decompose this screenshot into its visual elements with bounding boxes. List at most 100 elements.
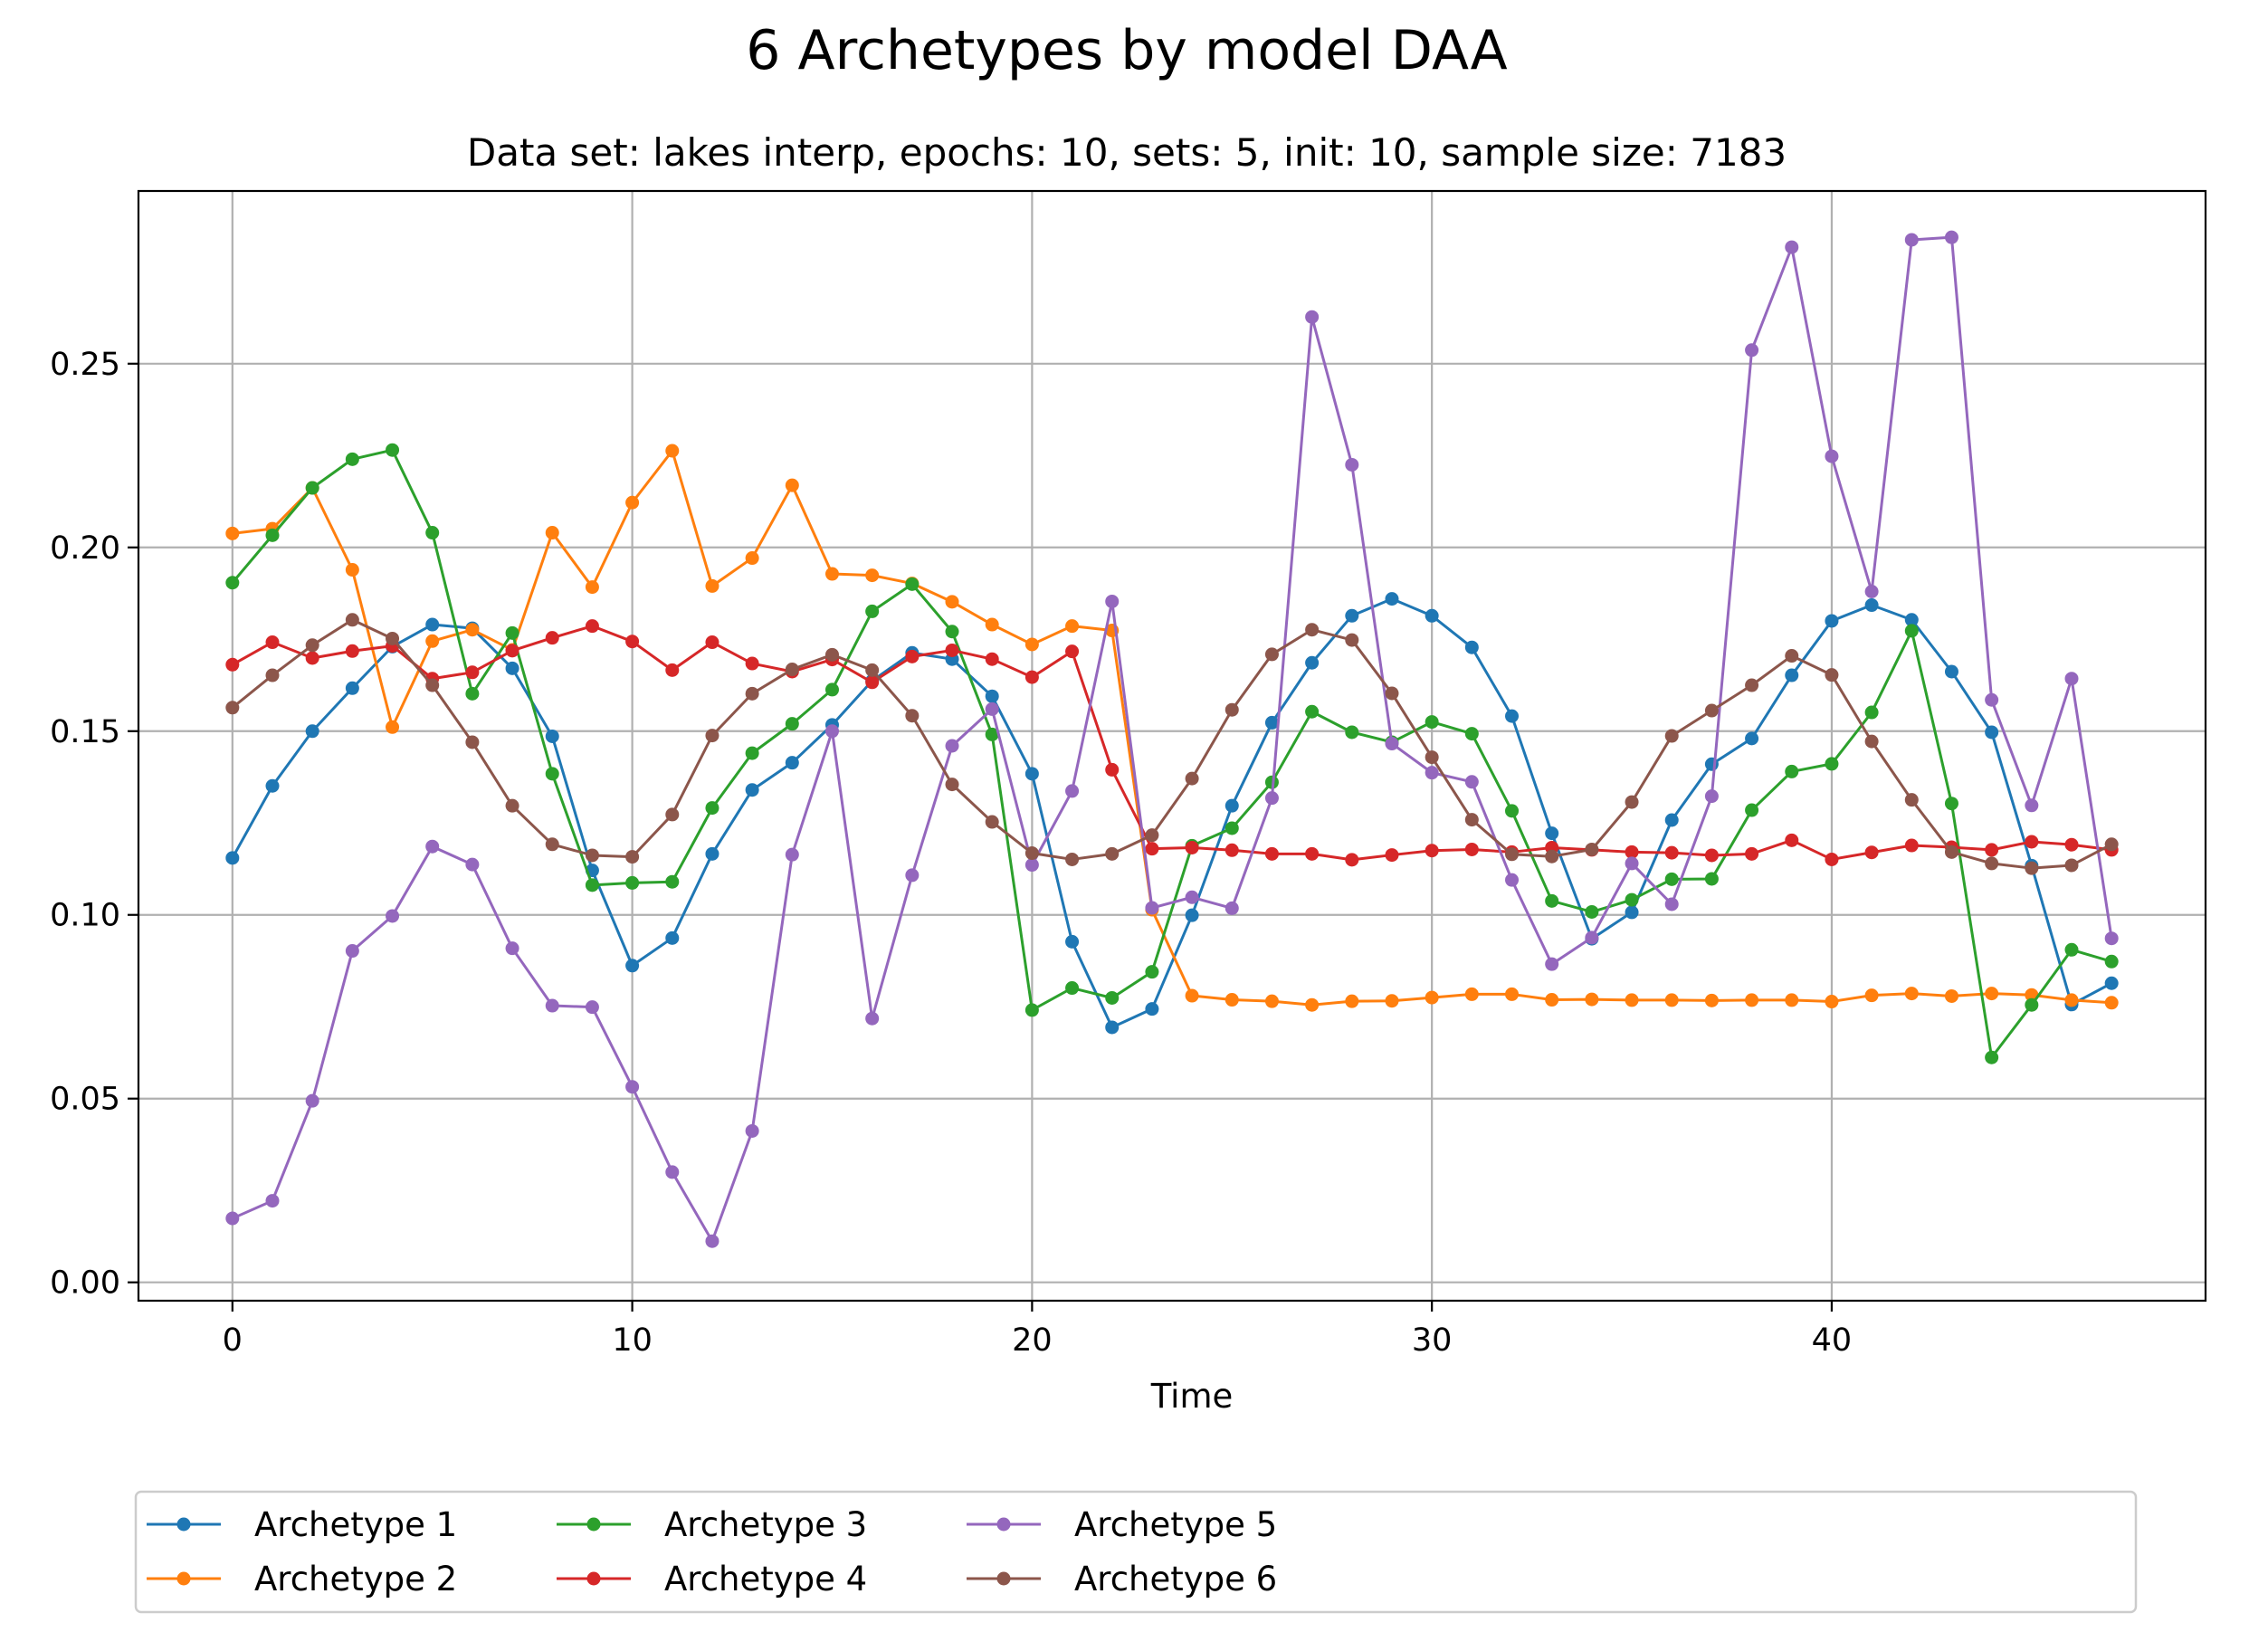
data-point — [1345, 853, 1359, 867]
data-point — [1225, 821, 1239, 835]
data-point — [2104, 931, 2119, 946]
data-point — [1585, 904, 1599, 919]
data-point — [1505, 804, 1520, 818]
data-point — [345, 452, 359, 466]
data-point — [265, 528, 280, 542]
data-point — [465, 623, 480, 637]
data-point — [1985, 987, 1999, 1001]
series-line — [231, 597, 2112, 1029]
data-point — [545, 631, 559, 645]
data-point — [1464, 727, 1479, 741]
data-point — [1825, 995, 1839, 1009]
data-point — [1985, 725, 1999, 740]
data-point — [425, 634, 440, 648]
data-point — [1944, 664, 1958, 679]
data-point — [1545, 993, 1559, 1007]
data-point — [585, 1000, 599, 1015]
data-point — [1505, 709, 1520, 723]
data-point — [1065, 619, 1080, 634]
data-point — [585, 878, 599, 892]
data-point — [1385, 686, 1399, 701]
data-point — [1625, 892, 1639, 907]
data-point — [745, 656, 759, 671]
data-point — [265, 668, 280, 682]
data-point — [1704, 993, 1719, 1007]
data-point — [1065, 981, 1080, 996]
legend-item: Archetype 6 — [967, 1560, 1277, 1599]
data-point — [1105, 990, 1120, 1005]
data-point — [1385, 994, 1399, 1008]
data-point — [1864, 988, 1879, 1003]
data-point — [1185, 908, 1199, 922]
series-2 — [225, 444, 2119, 1012]
data-point — [1545, 826, 1559, 841]
data-point — [1864, 845, 1879, 860]
data-point — [945, 625, 959, 639]
data-point — [745, 783, 759, 797]
chart-subtitle: Data set: lakes interp, epochs: 10, sets… — [467, 130, 1787, 175]
data-point — [345, 644, 359, 658]
plot-frame — [137, 189, 2207, 1303]
data-point — [945, 643, 959, 657]
data-point — [2104, 996, 2119, 1010]
data-point — [824, 724, 839, 739]
legend-label: Archetype 3 — [664, 1505, 867, 1544]
series-group — [225, 230, 2119, 1248]
data-point — [1585, 992, 1599, 1007]
data-point — [345, 563, 359, 577]
data-point — [345, 681, 359, 695]
data-point — [1625, 845, 1639, 859]
data-point — [2064, 942, 2079, 957]
data-point — [1745, 846, 1759, 861]
data-point — [1944, 230, 1958, 244]
y-tick-label: 0.00 — [50, 1265, 120, 1302]
data-point — [1545, 957, 1559, 971]
data-point — [425, 526, 440, 540]
data-point — [1704, 757, 1719, 771]
data-point — [1904, 613, 1919, 627]
data-point — [1704, 789, 1719, 804]
data-point — [665, 807, 680, 822]
data-point — [1505, 987, 1520, 1001]
data-point — [1864, 585, 1879, 598]
data-point — [865, 663, 880, 677]
data-point — [225, 851, 240, 865]
y-tick-label: 0.25 — [50, 347, 120, 383]
data-point — [1264, 791, 1279, 806]
data-point — [1825, 614, 1839, 628]
data-point — [1225, 901, 1239, 915]
data-point — [1145, 842, 1159, 856]
data-point — [665, 1165, 680, 1179]
data-point — [1225, 993, 1239, 1007]
data-point — [1745, 993, 1759, 1007]
data-point — [1664, 993, 1679, 1007]
data-point — [1704, 872, 1719, 886]
legend-swatch-marker — [586, 1517, 601, 1532]
data-point — [425, 839, 440, 854]
data-point — [1264, 846, 1279, 861]
legend-item: Archetype 5 — [967, 1505, 1277, 1544]
data-point — [985, 689, 999, 703]
data-point — [1464, 987, 1479, 1001]
data-point — [705, 635, 719, 650]
data-point — [225, 701, 240, 715]
data-point — [1305, 623, 1320, 637]
data-point — [1785, 764, 1799, 778]
data-point — [1345, 994, 1359, 1008]
data-point — [1425, 750, 1439, 765]
data-point — [465, 686, 480, 701]
data-point — [1904, 987, 1919, 1001]
data-point — [625, 635, 640, 649]
data-point — [1345, 633, 1359, 647]
data-point — [1745, 731, 1759, 746]
data-point — [465, 735, 480, 749]
data-point — [1225, 843, 1239, 857]
data-point — [705, 801, 719, 816]
data-point — [1904, 624, 1919, 638]
data-point — [1785, 649, 1799, 663]
data-point — [945, 595, 959, 609]
data-point — [665, 663, 680, 677]
data-point — [505, 644, 519, 658]
data-point — [625, 850, 640, 864]
data-point — [2025, 835, 2039, 849]
